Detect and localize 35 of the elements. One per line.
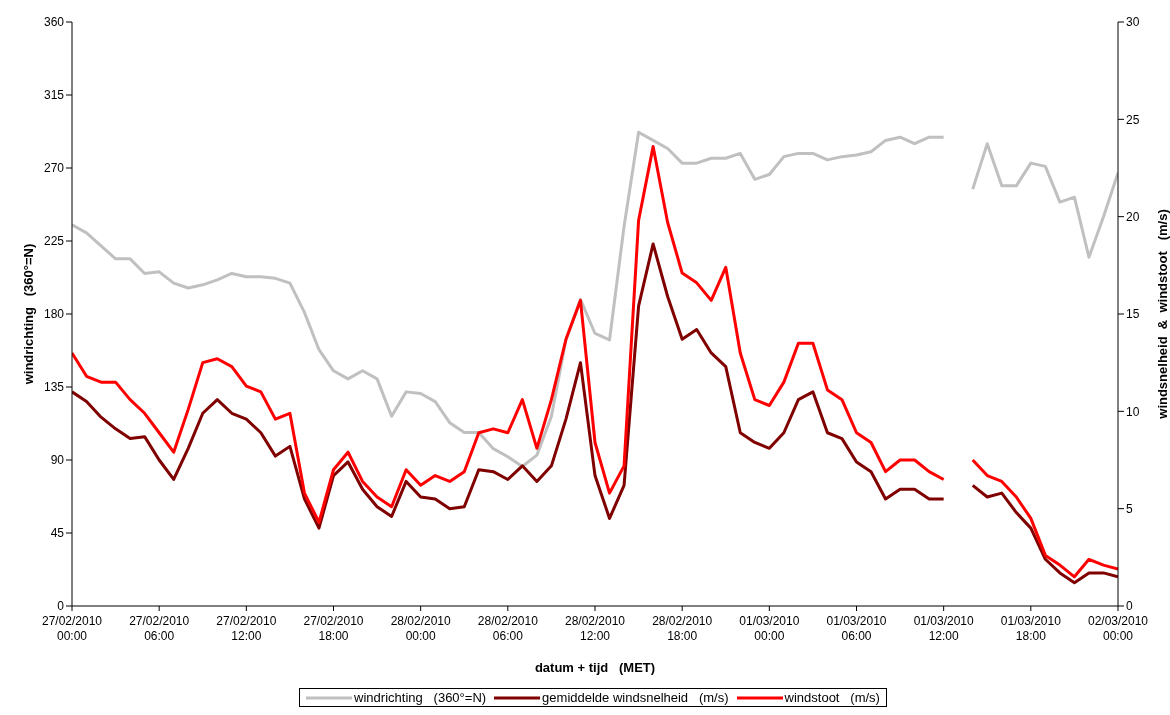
y-tick-label: 270 <box>43 161 65 176</box>
legend-label: gemiddelde windsnelheid (m/s) <box>541 690 729 705</box>
y-tick-label: 360 <box>43 15 65 30</box>
y-tick-label: 315 <box>43 88 65 103</box>
x-tick-label: 01/03/2010 12:00 <box>913 614 975 643</box>
x-tick-label: 28/02/2010 00:00 <box>390 614 452 643</box>
x-tick-label: 28/02/2010 18:00 <box>652 614 713 643</box>
x-tick-label: 27/02/2010 00:00 <box>41 614 103 643</box>
y-tick-label: 90 <box>50 453 65 468</box>
x-tick-label: 28/02/2010 06:00 <box>477 614 539 643</box>
y-tick-label: 0 <box>57 599 65 614</box>
x-tick-label: 27/02/2010 18:00 <box>303 614 364 643</box>
x-tick-label: 02/03/2010 00:00 <box>1087 614 1149 643</box>
y2-tick-label: 5 <box>1126 501 1133 516</box>
y2-tick-label: 0 <box>1126 599 1133 614</box>
x-tick-label: 01/03/2010 06:00 <box>826 614 887 643</box>
y2-tick-label: 30 <box>1126 15 1140 30</box>
x-axis-title: datum + tijd (MET) <box>534 660 656 675</box>
x-tick-label: 27/02/2010 06:00 <box>129 614 190 643</box>
y-tick-label: 180 <box>43 307 65 322</box>
y-tick-label: 45 <box>50 526 65 541</box>
y2-tick-label: 25 <box>1126 112 1140 127</box>
x-tick-label: 27/02/2010 12:00 <box>216 614 277 643</box>
y2-axis-title: windsnelheid & windstoot (m/s) <box>1154 209 1170 420</box>
legend-label: windstoot (m/s) <box>783 690 880 705</box>
legend-label: windrichting (360°=N) <box>353 690 487 705</box>
y-tick-label: 135 <box>43 380 65 395</box>
x-tick-label: 01/03/2010 00:00 <box>739 614 800 643</box>
y2-tick-label: 10 <box>1126 404 1140 419</box>
x-tick-label: 28/02/2010 12:00 <box>564 614 626 643</box>
y2-tick-label: 15 <box>1126 307 1140 322</box>
x-tick-label: 01/03/2010 18:00 <box>1000 614 1062 643</box>
y-tick-label: 225 <box>43 234 65 249</box>
y-axis-title: windrichting (360°=N) <box>20 243 36 386</box>
y2-tick-label: 20 <box>1126 209 1140 224</box>
